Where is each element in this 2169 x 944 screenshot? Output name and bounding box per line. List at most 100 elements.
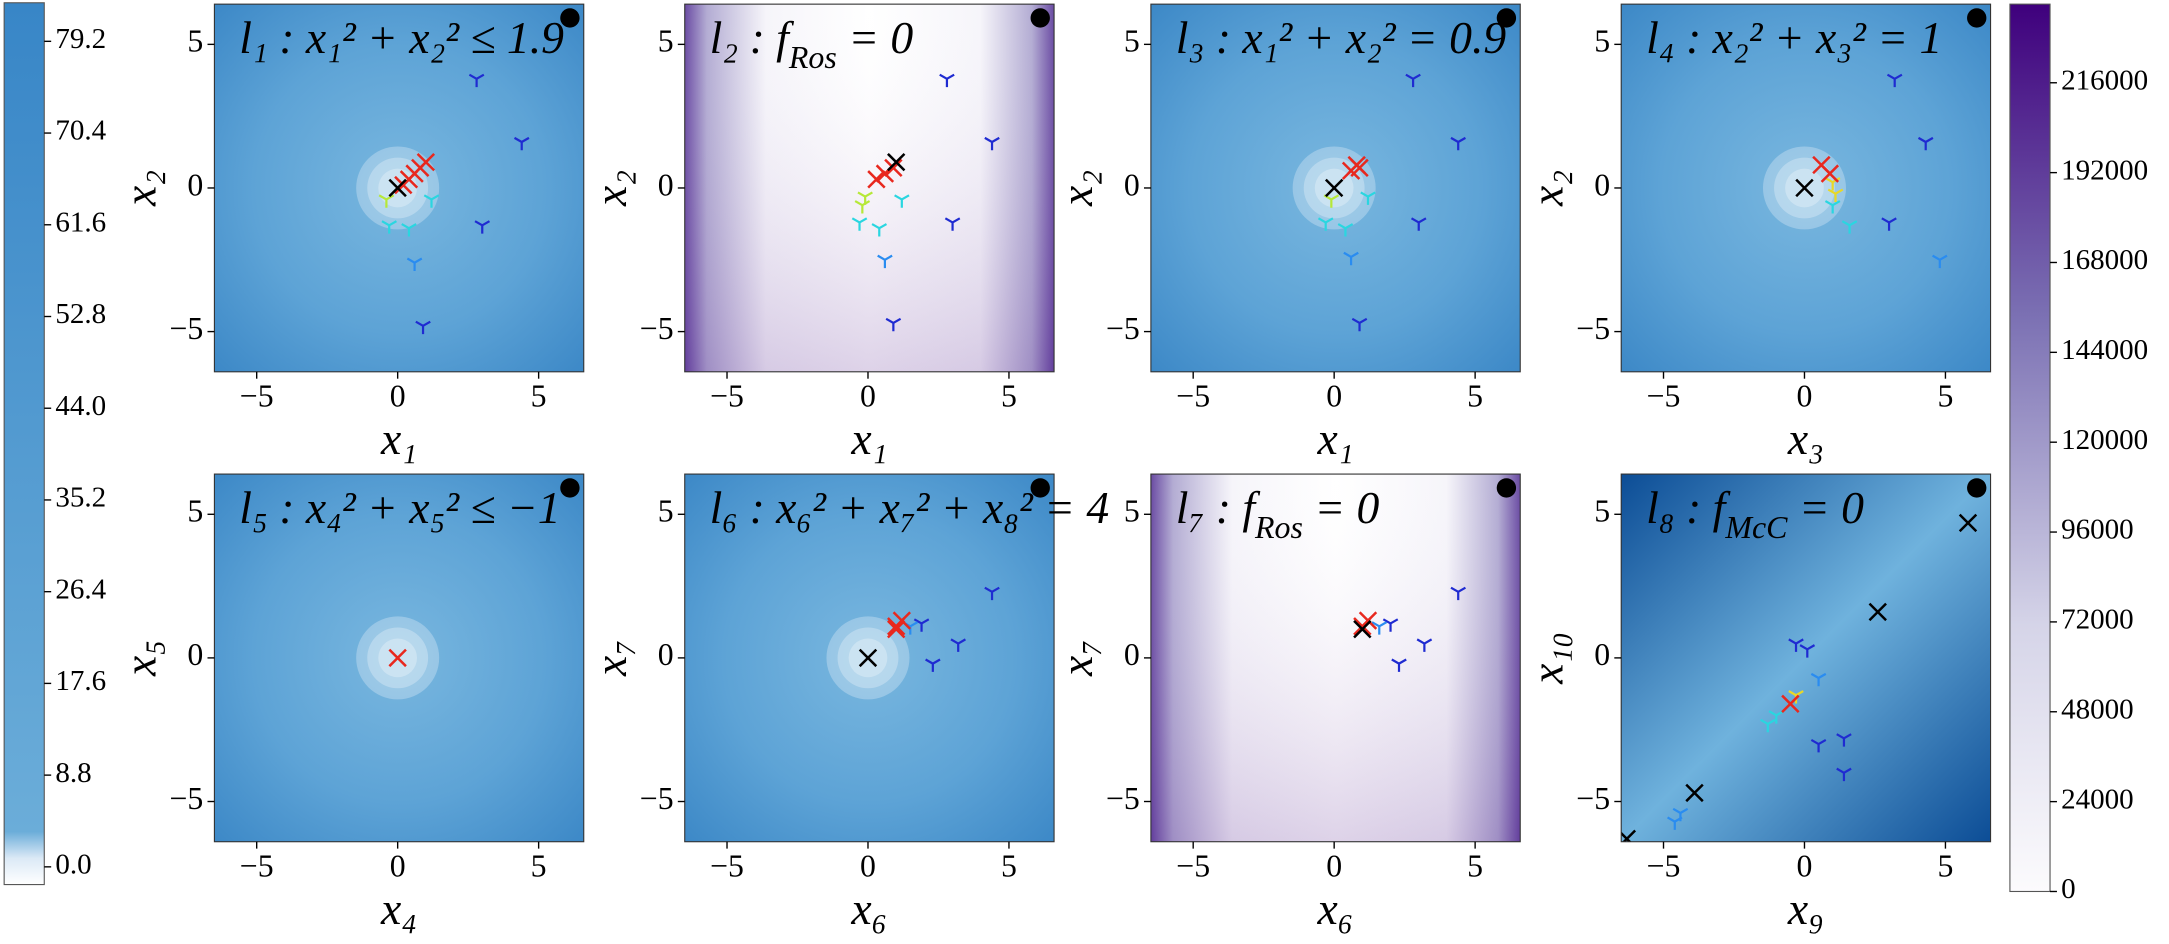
colorbar-tick-label: 120000 xyxy=(2061,424,2148,456)
colorbar-tick-label: 70.4 xyxy=(55,115,106,147)
agent-marker xyxy=(1824,200,1841,214)
y-tick-label: 0 xyxy=(658,167,674,202)
x-tick-label: 0 xyxy=(1797,849,1813,884)
x-axis-label: x₃ xyxy=(1787,413,1824,464)
subplot: −5 0 5 −5 0 5 x₆ x₇ l₆ : x₆² + x₇² + x₈² = 4 xyxy=(585,473,1110,934)
y-tick-label: 0 xyxy=(1594,167,1610,202)
title-part: = 0 xyxy=(837,12,914,63)
cross-marker xyxy=(867,170,886,189)
plot-area xyxy=(1353,586,1466,672)
y-tick-label: 0 xyxy=(1124,167,1140,202)
x-tick-label: −5 xyxy=(1176,849,1210,884)
cross-marker xyxy=(416,152,436,172)
title-part: = 0 xyxy=(1303,482,1380,533)
colorbar-tick-label: 35.2 xyxy=(55,482,106,514)
agent-marker xyxy=(513,136,530,151)
corner-dot xyxy=(1496,8,1517,28)
colorbar-tick-label: 24000 xyxy=(2061,783,2134,815)
agent-marker xyxy=(1917,136,1934,151)
x-tick-label: 5 xyxy=(1001,379,1017,414)
y-tick-label: −5 xyxy=(1106,311,1140,346)
agent-marker xyxy=(1317,217,1334,231)
agent-marker xyxy=(1841,220,1858,234)
cross-marker xyxy=(1350,158,1369,178)
y-tick-label: −5 xyxy=(640,311,674,346)
plot-shade xyxy=(1150,474,1521,842)
title-part: l₇ : f xyxy=(1176,482,1261,533)
colorbar-tick-label: 79.2 xyxy=(55,23,106,55)
agent-marker xyxy=(950,638,966,652)
colorbar-tick-label: 72000 xyxy=(2061,604,2134,636)
x-tick-label: 5 xyxy=(1001,849,1017,884)
subplot-title: l₈ : fMcC = 0 xyxy=(1646,482,1864,544)
x-axis-label: x₆ xyxy=(1317,883,1354,934)
title-part: Ros xyxy=(1254,510,1303,545)
y-tick-label: −5 xyxy=(1576,311,1610,346)
y-tick-label: −5 xyxy=(169,781,203,816)
x-axis-label: x₁ xyxy=(850,413,887,464)
cross-marker xyxy=(892,611,912,630)
colorbar-tick-label: 17.6 xyxy=(55,665,106,697)
y-tick-label: 5 xyxy=(658,24,674,59)
cross-marker xyxy=(1685,783,1704,803)
plot-area xyxy=(826,586,1000,700)
corner-dot xyxy=(560,8,580,28)
agent-marker xyxy=(984,136,1000,151)
subplot-title: l₆ : x₆² + x₇² + x₈² = 4 xyxy=(710,482,1110,533)
subplot: −5 0 5 −5 0 5 x₃ x₂ l₄ : x₂² + x₃² = 1 xyxy=(1522,3,1992,464)
y-tick-label: −5 xyxy=(169,311,203,346)
cross-marker xyxy=(884,158,903,178)
colorbar-tick-label: 216000 xyxy=(2061,64,2148,96)
colorbar xyxy=(3,2,45,886)
agent-marker xyxy=(378,194,395,208)
cross-marker xyxy=(388,178,407,198)
corner-dot xyxy=(560,478,580,498)
agent-marker xyxy=(1799,644,1816,658)
agent-marker xyxy=(1371,621,1388,635)
agent-marker xyxy=(1450,586,1466,601)
title-part: l₆ : x₆² + x₇² + x₈² = 4 xyxy=(710,482,1110,533)
cross-marker xyxy=(388,648,407,668)
plot-background xyxy=(1621,474,1991,842)
colorbar-tick-label: 168000 xyxy=(2061,244,2148,276)
agent-marker xyxy=(1836,733,1852,747)
x-axis-label: x₉ xyxy=(1787,883,1824,934)
x-axis-label: x₁ xyxy=(1317,413,1354,464)
y-tick-label: 5 xyxy=(1594,494,1610,529)
subplot-title: l₂ : fRos = 0 xyxy=(710,12,914,74)
x-tick-label: 5 xyxy=(1937,379,1953,414)
colorbar-tick-label: 8.8 xyxy=(55,757,91,789)
colorbar-tick-label: 144000 xyxy=(2061,334,2148,366)
subplot: −5 0 5 −5 0 5 x₄ x₅ l₅ : x₄² + x₅² ≤ −1 xyxy=(115,473,585,934)
x-tick-label: 5 xyxy=(1937,849,1953,884)
x-tick-label: −5 xyxy=(1176,379,1210,414)
cross-marker xyxy=(1353,620,1372,639)
agent-marker xyxy=(474,220,491,234)
plot-area xyxy=(1292,73,1466,332)
y-tick-label: −5 xyxy=(1106,781,1140,816)
x-tick-label: 5 xyxy=(1467,849,1483,884)
agent-marker xyxy=(1343,251,1359,266)
y-axis-label: x₂ xyxy=(115,170,166,207)
agent-marker xyxy=(1391,658,1407,672)
subplot-title: l₄ : x₂² + x₃² = 1 xyxy=(1646,12,1942,63)
x-tick-label: 0 xyxy=(1326,849,1342,884)
cross-marker xyxy=(1358,611,1378,630)
subplot-title: l₃ : x₁² + x₂² = 0.9 xyxy=(1176,12,1507,63)
x-axis-label: x₆ xyxy=(850,883,887,934)
agent-marker xyxy=(1323,194,1340,208)
agent-marker xyxy=(1886,73,1903,88)
agent-marker xyxy=(1760,718,1776,733)
x-tick-label: 0 xyxy=(1797,379,1813,414)
agent-marker xyxy=(1351,317,1368,332)
x-axis-label: x₄ xyxy=(380,883,417,934)
x-tick-label: −5 xyxy=(710,379,744,414)
cross-marker xyxy=(1820,164,1840,183)
colorbar-tick-label: 0 xyxy=(2061,873,2076,905)
y-tick-label: −5 xyxy=(640,781,674,816)
agent-marker xyxy=(944,217,961,231)
x-tick-label: −5 xyxy=(710,849,744,884)
colorbar xyxy=(2009,3,2051,893)
agent-marker xyxy=(423,194,440,208)
agent-marker xyxy=(1410,217,1427,231)
